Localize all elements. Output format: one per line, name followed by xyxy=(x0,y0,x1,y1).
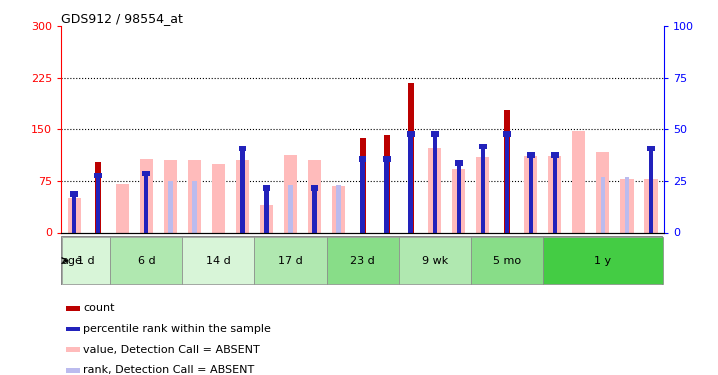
Bar xyxy=(192,181,197,232)
Text: age: age xyxy=(62,256,83,266)
Bar xyxy=(284,155,297,232)
Text: value, Detection Call = ABSENT: value, Detection Call = ABSENT xyxy=(83,345,260,354)
Bar xyxy=(66,347,80,352)
Bar xyxy=(212,164,225,232)
Bar xyxy=(620,179,633,232)
Text: 23 d: 23 d xyxy=(350,256,375,266)
Bar xyxy=(649,146,653,232)
Bar xyxy=(452,169,465,232)
Bar xyxy=(383,156,391,162)
Bar xyxy=(409,132,413,232)
Bar xyxy=(528,152,533,232)
Bar xyxy=(188,160,201,232)
Bar xyxy=(70,191,78,197)
Bar xyxy=(457,160,461,232)
Bar xyxy=(407,132,414,137)
Bar xyxy=(144,171,149,232)
Bar xyxy=(182,237,254,284)
Bar xyxy=(644,179,658,232)
Text: 14 d: 14 d xyxy=(206,256,230,266)
Bar xyxy=(337,185,341,232)
Bar xyxy=(72,191,76,232)
Bar xyxy=(289,185,293,232)
Text: GDS912 / 98554_at: GDS912 / 98554_at xyxy=(61,12,183,25)
Bar xyxy=(471,237,543,284)
Bar xyxy=(311,185,318,190)
Bar xyxy=(236,160,249,232)
Bar xyxy=(649,177,653,232)
Bar xyxy=(67,198,81,232)
Bar xyxy=(476,157,490,232)
Bar xyxy=(398,237,471,284)
Bar xyxy=(572,131,585,232)
Bar xyxy=(94,172,102,178)
Bar xyxy=(142,171,150,176)
Bar xyxy=(454,160,462,166)
Text: rank, Detection Call = ABSENT: rank, Detection Call = ABSENT xyxy=(83,365,255,375)
Bar xyxy=(408,82,414,232)
Bar xyxy=(431,132,439,137)
Text: count: count xyxy=(83,303,115,313)
Bar xyxy=(62,237,111,284)
Text: 1 y: 1 y xyxy=(595,256,612,266)
Bar xyxy=(549,156,561,232)
Bar xyxy=(527,152,535,157)
Text: 17 d: 17 d xyxy=(278,256,303,266)
Bar xyxy=(553,152,557,232)
Bar xyxy=(647,146,655,152)
Bar xyxy=(116,184,129,232)
Bar xyxy=(66,327,80,331)
Bar xyxy=(72,191,76,232)
Bar xyxy=(360,138,365,232)
Bar xyxy=(263,185,271,190)
Bar xyxy=(480,144,485,232)
Bar xyxy=(432,132,437,232)
Text: percentile rank within the sample: percentile rank within the sample xyxy=(83,324,271,334)
Bar xyxy=(260,205,273,232)
Bar xyxy=(625,177,629,232)
Bar xyxy=(254,237,327,284)
Bar xyxy=(264,185,269,232)
Bar xyxy=(327,237,398,284)
Bar xyxy=(360,156,365,232)
Bar xyxy=(140,159,153,232)
Bar xyxy=(332,186,345,232)
Bar xyxy=(66,368,80,372)
Bar xyxy=(164,160,177,232)
Bar xyxy=(168,181,172,232)
Text: 5 mo: 5 mo xyxy=(493,256,521,266)
Bar xyxy=(505,132,509,232)
Bar xyxy=(596,152,610,232)
Bar xyxy=(384,156,388,232)
Bar xyxy=(111,237,182,284)
Bar xyxy=(241,146,245,232)
Bar xyxy=(601,177,605,232)
Bar xyxy=(308,160,321,232)
Bar xyxy=(503,132,510,137)
Bar xyxy=(66,306,80,310)
Bar xyxy=(383,135,390,232)
Bar xyxy=(264,185,269,232)
Bar xyxy=(238,146,246,152)
Text: 9 wk: 9 wk xyxy=(421,256,448,266)
Bar xyxy=(543,237,663,284)
Text: 6 d: 6 d xyxy=(138,256,155,266)
Bar xyxy=(428,148,442,232)
Bar xyxy=(479,144,487,149)
Bar xyxy=(524,156,537,232)
Bar xyxy=(359,156,366,162)
Bar xyxy=(457,177,461,232)
Bar xyxy=(312,185,317,232)
Text: 1 d: 1 d xyxy=(78,256,95,266)
Bar xyxy=(96,172,101,232)
Bar xyxy=(551,152,559,157)
Bar xyxy=(95,162,101,232)
Bar xyxy=(504,110,510,232)
